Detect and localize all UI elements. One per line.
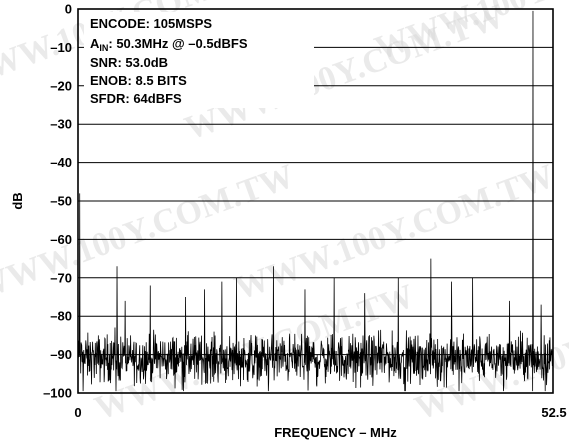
annotation-ain-prefix: A: [90, 36, 100, 51]
y-tick-label: 0: [65, 2, 72, 17]
y-tick-label: –20: [50, 78, 72, 93]
annotation-background: [84, 12, 314, 108]
annotation-sfdr: SFDR: 64dBFS: [90, 91, 182, 106]
y-tick-labels: 0 –10 –20 –30 –40 –50 –60 –70 –80 –90 –100: [43, 2, 72, 401]
annotation-snr: SNR: 53.0dB: [90, 55, 168, 70]
x-tick-label: 52.5: [541, 405, 566, 420]
annotation-ain-subscript: IN: [99, 43, 108, 53]
spectrum-line: [77, 10, 554, 392]
annotation-encode: ENCODE: 105MSPS: [90, 16, 212, 31]
series-spectrum: [77, 10, 554, 392]
x-tick-label: 0: [74, 405, 81, 420]
annotation-ain: AIN: 50.3MHz @ –0.5dBFS: [90, 36, 248, 53]
y-tick-label: –100: [43, 386, 72, 401]
annotation-box: ENCODE: 105MSPS AIN: 50.3MHz @ –0.5dBFS …: [84, 12, 314, 108]
annotation-enob: ENOB: 8.5 BITS: [90, 73, 187, 88]
y-tick-label: –80: [50, 309, 72, 324]
x-tick-labels: 0 52.5: [74, 405, 566, 420]
watermark-text: WWW.100Y.COM.TW: [370, 0, 569, 68]
annotation-ain-rest: : 50.3MHz @ –0.5dBFS: [108, 36, 247, 51]
y-tick-label: –60: [50, 232, 72, 247]
y-tick-label: –90: [50, 347, 72, 362]
grid: [78, 46, 553, 356]
plot-frame: [77, 8, 554, 394]
y-tick-label: –50: [50, 194, 72, 209]
y-tick-label: –40: [50, 155, 72, 170]
y-tick-label: –10: [50, 40, 72, 55]
y-tick-label: –30: [50, 117, 72, 132]
y-tick-label: –70: [50, 270, 72, 285]
y-axis-label: dB: [10, 192, 25, 209]
x-axis-label: FREQUENCY – MHz: [274, 425, 397, 440]
